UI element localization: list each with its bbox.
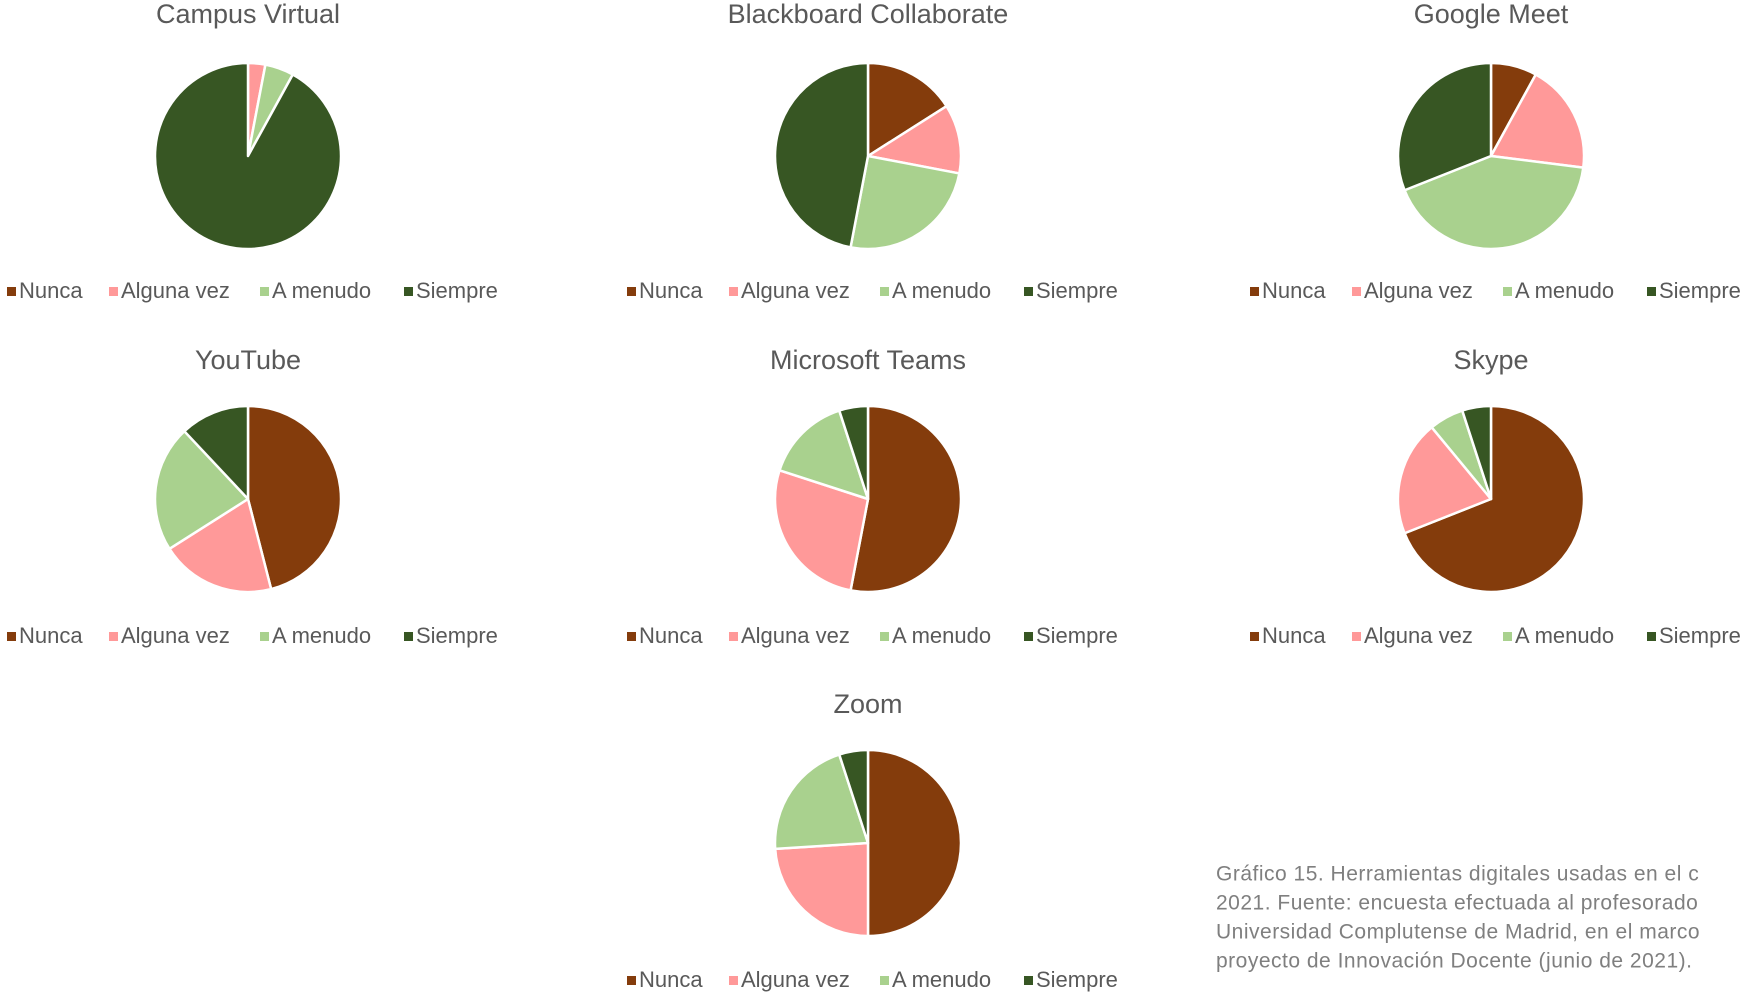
legend-swatch <box>1250 287 1259 296</box>
legend-swatch <box>1503 287 1512 296</box>
chart-title: Blackboard Collaborate <box>728 0 1009 29</box>
caption-line: proyecto de Innovación Docente (junio de… <box>1216 950 1692 973</box>
pie-slice <box>849 154 961 251</box>
legend-swatch <box>880 976 889 985</box>
chart-title: Skype <box>1453 345 1528 375</box>
legend-label: A menudo <box>892 623 991 648</box>
legend-label: Siempre <box>1036 278 1118 303</box>
legend-swatch <box>1250 632 1259 641</box>
pie-slice <box>1396 426 1493 535</box>
legend-label: Nunca <box>639 967 703 992</box>
legend-label: Siempre <box>1036 623 1118 648</box>
legend-swatch <box>109 287 118 296</box>
legend-swatch <box>260 287 269 296</box>
pie-slice <box>153 429 250 551</box>
chart-title: Campus Virtual <box>156 0 340 29</box>
legend-label: Alguna vez <box>121 623 230 648</box>
legend-label: Nunca <box>1262 278 1326 303</box>
pie-slice <box>1396 61 1493 192</box>
legend-swatch <box>729 632 738 641</box>
legend-swatch <box>1503 632 1512 641</box>
legend-label: Alguna vez <box>741 278 850 303</box>
pie-slice <box>246 404 343 591</box>
legend-swatch <box>1024 632 1033 641</box>
pie-slice <box>1489 73 1586 169</box>
pie-slice <box>1461 404 1493 501</box>
legend-swatch <box>627 976 636 985</box>
legend-swatch <box>7 287 16 296</box>
legend-label: Alguna vez <box>1364 278 1473 303</box>
legend-label: Nunca <box>1262 623 1326 648</box>
legend-label: Siempre <box>1659 623 1741 648</box>
legend-swatch <box>729 976 738 985</box>
legend-label: Siempre <box>416 623 498 648</box>
legend-label: A menudo <box>1515 278 1614 303</box>
chart-title: Google Meet <box>1414 0 1569 29</box>
legend-swatch <box>880 287 889 296</box>
legend-swatch <box>260 632 269 641</box>
pie-slice <box>1403 154 1585 251</box>
legend-label: Nunca <box>639 278 703 303</box>
legend-label: Siempre <box>1659 278 1741 303</box>
legend-label: Alguna vez <box>1364 623 1473 648</box>
pie-slice <box>849 404 963 594</box>
legend-label: Siempre <box>416 278 498 303</box>
legend-label: Nunca <box>19 278 83 303</box>
legend-swatch <box>880 632 889 641</box>
legend-label: A menudo <box>892 278 991 303</box>
legend-label: A menudo <box>1515 623 1614 648</box>
legend-label: A menudo <box>272 623 371 648</box>
legend-swatch <box>627 632 636 641</box>
pie-slice <box>773 469 870 592</box>
pie-slice <box>838 748 870 845</box>
legend-label: Nunca <box>639 623 703 648</box>
pie-slice <box>183 404 250 501</box>
legend-swatch <box>1647 632 1656 641</box>
legend-swatch <box>1024 287 1033 296</box>
caption-line: Gráfico 15. Herramientas digitales usada… <box>1216 863 1699 886</box>
pie-slice <box>866 748 963 938</box>
legend-label: Alguna vez <box>121 278 230 303</box>
legend-label: Alguna vez <box>741 967 850 992</box>
legend-swatch <box>109 632 118 641</box>
chart-title: YouTube <box>195 345 301 375</box>
legend-swatch <box>1352 632 1361 641</box>
caption-line: 2021. Fuente: encuesta efectuada al prof… <box>1216 892 1698 915</box>
legend-swatch <box>1024 976 1033 985</box>
legend-swatch <box>729 287 738 296</box>
pie-slice <box>168 497 273 594</box>
legend-label: A menudo <box>272 278 371 303</box>
legend-swatch <box>7 632 16 641</box>
legend-swatch <box>404 632 413 641</box>
pie-slice <box>153 61 343 251</box>
caption-line: Universidad Complutense de Madrid, en el… <box>1216 921 1700 944</box>
legend-label: A menudo <box>892 967 991 992</box>
legend-swatch <box>1647 287 1656 296</box>
pie-slice <box>773 61 870 249</box>
pie-slice <box>773 841 870 938</box>
chart-title: Zoom <box>833 689 902 719</box>
pie-slice <box>773 753 870 851</box>
legend-label: Alguna vez <box>741 623 850 648</box>
legend-swatch <box>404 287 413 296</box>
legend-label: Siempre <box>1036 967 1118 992</box>
legend-label: Nunca <box>19 623 83 648</box>
pie-slice <box>838 404 870 501</box>
pie-slice <box>1403 404 1586 594</box>
legend-swatch <box>1352 287 1361 296</box>
pie-slice <box>866 104 963 175</box>
pie-slice <box>866 61 948 158</box>
chart-title: Microsoft Teams <box>770 345 966 375</box>
legend-swatch <box>627 287 636 296</box>
